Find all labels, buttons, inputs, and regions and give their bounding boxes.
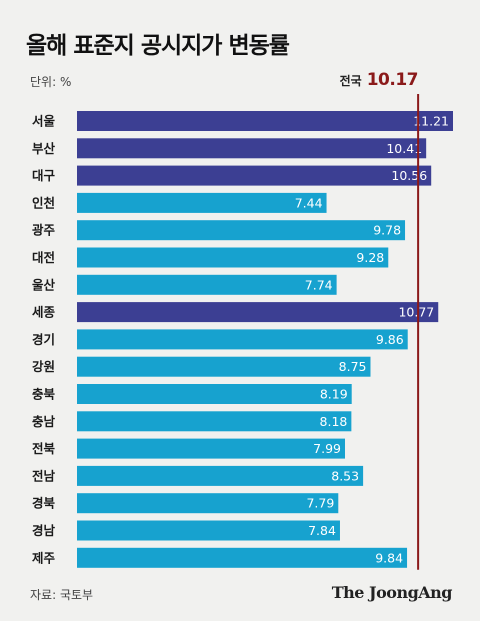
value-label-5: 9.28 [356,250,384,265]
bar-13 [77,465,364,486]
category-label-0: 서울 [32,114,56,129]
value-label-16: 9.84 [375,550,403,565]
bar-9 [77,356,371,377]
value-label-10: 8.19 [320,387,348,402]
category-label-2: 대구 [32,168,56,183]
unit-label: 단위: % [30,75,72,89]
national-average-label: 전국 10.17 [339,70,419,90]
chart-title: 올해 표준지 공시지가 변동률 [26,33,290,59]
value-label-4: 9.78 [373,223,401,238]
value-label-6: 7.74 [305,277,333,292]
value-label-12: 7.99 [313,441,341,456]
value-label-11: 8.18 [320,414,348,429]
bar-1 [77,138,427,159]
value-label-7: 10.77 [398,305,434,320]
bar-12 [77,438,345,459]
bar-11 [77,411,352,432]
category-label-14: 경북 [32,496,56,511]
value-label-9: 8.75 [339,359,367,374]
bar-8 [77,329,408,350]
national-average-name: 전국 [339,74,362,88]
category-label-3: 인천 [32,195,55,210]
category-label-1: 부산 [32,141,56,156]
category-label-16: 제주 [32,550,56,565]
value-label-8: 9.86 [376,332,404,347]
bar-2 [77,165,432,186]
category-label-13: 전남 [32,468,56,483]
category-label-10: 충북 [32,387,56,402]
category-label-7: 세종 [32,305,56,320]
value-label-2: 10.56 [391,168,427,183]
category-label-9: 강원 [32,359,55,374]
category-label-4: 광주 [32,223,56,238]
bar-7 [77,302,439,323]
category-label-5: 대전 [32,250,55,265]
value-label-15: 7.84 [308,523,336,538]
bar-3 [77,192,327,213]
value-label-13: 8.53 [331,468,359,483]
bar-0 [77,111,453,131]
category-label-11: 충남 [32,414,56,429]
value-label-1: 10.41 [386,141,422,156]
bar-6 [77,274,337,295]
category-label-6: 울산 [32,277,56,292]
value-label-14: 7.79 [306,496,334,511]
bar-14 [77,493,339,514]
value-label-3: 7.44 [295,195,323,210]
brand-logo: The JoongAng [331,583,453,602]
category-label-8: 경기 [32,332,55,347]
national-average-value: 10.17 [366,70,419,90]
bar-4 [77,220,406,241]
value-label-0: 11.21 [413,114,449,129]
bar-15 [77,520,340,541]
source-label: 자료: 국토부 [30,588,94,602]
bar-10 [77,384,352,404]
bar-16 [77,547,408,568]
bar-5 [77,247,389,268]
category-label-15: 경남 [32,523,56,538]
category-label-12: 전북 [32,441,56,456]
